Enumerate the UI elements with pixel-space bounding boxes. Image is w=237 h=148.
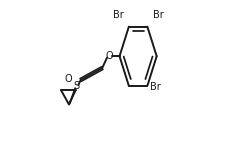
Text: O: O <box>106 51 114 61</box>
Text: Br: Br <box>153 10 163 20</box>
Text: O: O <box>64 74 72 84</box>
Text: Br: Br <box>113 10 124 20</box>
Text: Br: Br <box>150 82 161 92</box>
Text: S: S <box>74 81 80 91</box>
